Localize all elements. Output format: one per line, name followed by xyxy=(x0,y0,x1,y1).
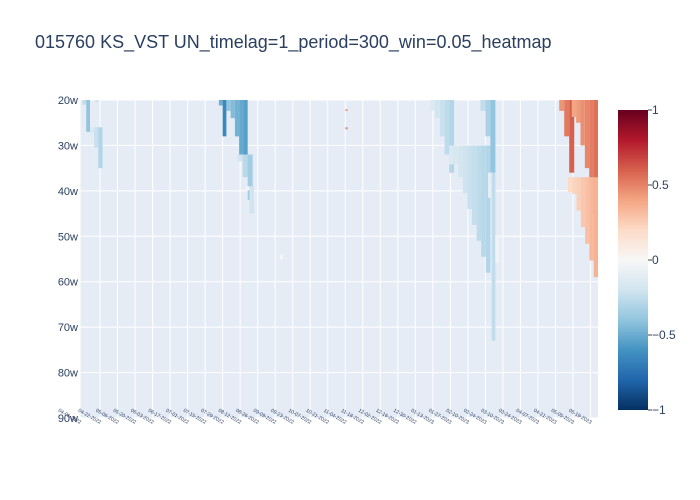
heatmap-cell xyxy=(95,100,99,102)
y-tick-label: 80w xyxy=(58,368,78,380)
heatmap-cell xyxy=(449,100,455,173)
heatmap-cell xyxy=(435,100,440,119)
heatmap-cell xyxy=(593,100,598,214)
heatmap-cell xyxy=(593,177,598,278)
heatmap-cell xyxy=(569,100,575,173)
y-tick-label: 70w xyxy=(58,322,78,334)
heatmap-cell xyxy=(237,154,243,162)
heatmap-cell xyxy=(585,177,590,244)
heatmap-cell xyxy=(480,100,486,111)
heatmap-cell xyxy=(345,127,348,130)
heatmap-cell xyxy=(234,100,240,137)
colorbar xyxy=(618,110,648,410)
colorbar-tick-label: −1 xyxy=(652,403,666,417)
heatmap-cell xyxy=(222,100,227,137)
heatmap-cell xyxy=(576,177,581,211)
heatmap-cell xyxy=(280,254,283,260)
heatmap-cell xyxy=(218,100,223,106)
heatmap-cell xyxy=(239,100,244,155)
heatmap-cell xyxy=(467,145,473,210)
x-axis: 04-06-202204-22-202205-06-202205-20-2022… xyxy=(57,408,593,426)
heatmap-cell xyxy=(584,100,590,169)
heatmap-cell xyxy=(247,154,253,200)
heatmap-cell xyxy=(580,177,586,228)
y-tick-label: 30w xyxy=(58,140,78,152)
colorbar-tick-label: −0.5 xyxy=(652,328,676,342)
heatmap-cell xyxy=(94,127,99,148)
heatmap-cell xyxy=(458,145,463,178)
heatmap-cell xyxy=(572,177,577,194)
heatmap-cell xyxy=(476,145,482,241)
heatmap-cell xyxy=(481,145,486,257)
heatmap-cells xyxy=(82,100,598,341)
heatmap-cell xyxy=(589,100,594,191)
heatmap-cell xyxy=(472,145,477,225)
chart-title: 015760 KS_VST UN_timelag=1_period=300_wi… xyxy=(35,32,552,52)
heatmap-cell xyxy=(345,109,348,112)
y-tick-label: 20w xyxy=(58,95,78,107)
heatmap-cell xyxy=(242,154,248,178)
heatmap-cell xyxy=(559,100,565,111)
heatmap-cell xyxy=(249,186,254,214)
heatmap-cell xyxy=(567,177,573,193)
heatmap-cell xyxy=(491,172,496,341)
y-tick-label: 60w xyxy=(58,277,78,289)
heatmap-cell xyxy=(430,100,436,111)
heatmap-cell xyxy=(230,100,235,119)
heatmap-cell xyxy=(580,100,585,146)
heatmap-cell xyxy=(490,100,496,173)
y-tick-label: 40w xyxy=(58,186,78,198)
y-axis: 20w 30w 40w 50w 60w 70w 80w 90w xyxy=(58,95,78,425)
heatmap-cell xyxy=(243,100,248,173)
heatmap-cell xyxy=(444,100,450,155)
colorbar-tick-label: 0 xyxy=(652,253,659,267)
heatmap-cell xyxy=(487,172,492,198)
heatmap-cell xyxy=(485,100,491,137)
heatmap-cell xyxy=(564,100,570,137)
heatmap-cell xyxy=(86,100,91,132)
heatmap-cell xyxy=(462,145,468,194)
colorbar-tick-label: 1 xyxy=(652,103,659,117)
colorbar-tick-label: 0.5 xyxy=(652,178,669,192)
plot-area xyxy=(80,100,598,418)
heatmap-cell xyxy=(485,145,491,273)
heatmap-cell xyxy=(589,177,594,261)
heatmap-cell xyxy=(98,127,103,169)
heatmap-cell xyxy=(439,100,445,137)
heatmap-cell xyxy=(226,100,231,111)
y-tick-label: 90w xyxy=(58,413,78,425)
heatmap-cell xyxy=(90,127,95,134)
heatmap-cell xyxy=(82,100,87,105)
y-tick-label: 50w xyxy=(58,231,78,243)
colorbar-axis: 1 0.5 0 −0.5 −1 xyxy=(648,103,676,417)
heatmap-cell xyxy=(576,100,581,123)
heatmap-cell xyxy=(495,236,500,263)
heatmap-cell xyxy=(453,145,459,165)
heatmap-cell xyxy=(245,186,250,191)
heatmap-cell xyxy=(449,145,454,165)
heatmap-cell xyxy=(571,100,577,118)
